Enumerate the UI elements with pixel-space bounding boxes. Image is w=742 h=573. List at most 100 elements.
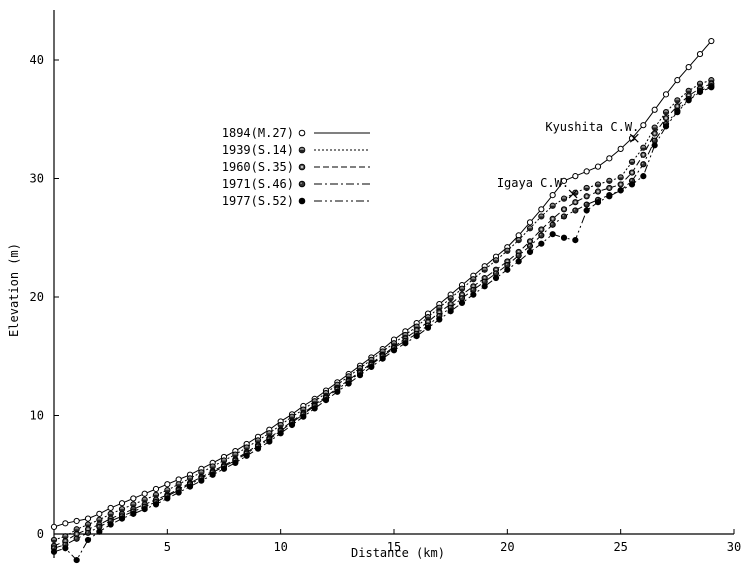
- series-5-point-58: [708, 84, 715, 91]
- series-1-point-53: [651, 106, 658, 113]
- series-1-point-8: [141, 490, 148, 497]
- series-5-point-30: [390, 347, 398, 354]
- series-5-point-6: [118, 515, 126, 522]
- series-layer: [50, 37, 715, 564]
- series-4-point-37: [470, 286, 477, 293]
- series-3-point-47: [583, 193, 590, 200]
- series-3-point-52: [640, 151, 647, 158]
- series-4-point-45: [560, 213, 568, 220]
- series-3-point-42: [526, 238, 534, 245]
- series-5-point-39: [492, 274, 500, 282]
- legend-item-3: 1960(S.35): [222, 160, 370, 174]
- series-1-point-2: [73, 517, 80, 525]
- series-5-point-16: [232, 459, 239, 466]
- series-5-point-27: [356, 372, 364, 379]
- series-5-point-20: [277, 430, 284, 437]
- series-5-point-48: [594, 199, 602, 206]
- series-5-point-38: [481, 283, 488, 290]
- series-5-point-12: [186, 483, 194, 490]
- series-5-point-45: [560, 234, 568, 241]
- legend-marker-4: [298, 180, 306, 188]
- annotation-1: Kyushita C.W.: [545, 120, 639, 143]
- series-5-point-46: [572, 237, 579, 244]
- series-1-point-50: [617, 145, 624, 152]
- series-1-point-44: [549, 191, 556, 199]
- series-5-point-37: [470, 291, 477, 298]
- y-tick-label-20: 20: [30, 290, 44, 304]
- series-2-point-3: [84, 521, 92, 528]
- y-tick-label-10: 10: [30, 409, 44, 423]
- series-5-point-52: [640, 173, 647, 180]
- series-5-point-33: [424, 324, 432, 331]
- series-4-point-36: [458, 295, 466, 302]
- legend-item-5: 1977(S.52): [222, 194, 370, 208]
- x-tick-label-20: 20: [500, 540, 514, 554]
- series-1-point-0: [50, 523, 58, 530]
- series-5-point-25: [334, 388, 341, 395]
- x-tick-label-15: 15: [387, 540, 401, 554]
- series-2-point-47: [583, 184, 590, 192]
- series-5-point-57: [696, 88, 704, 96]
- annotation-label-1: Kyushita C.W.: [545, 120, 639, 134]
- series-2-point-54: [662, 109, 670, 116]
- series-2-point-43: [538, 213, 545, 220]
- series-5-point-55: [674, 109, 681, 116]
- series-5-point-50: [617, 187, 624, 194]
- series-5-point-7: [130, 510, 137, 517]
- series-5-point-0: [50, 548, 58, 555]
- series-5-point-21: [288, 421, 296, 429]
- series-2-point-50: [617, 174, 624, 181]
- series-line-1: [53, 40, 712, 528]
- series-3-point-50: [617, 181, 624, 188]
- y-axis-title: Elevation (m): [7, 243, 21, 337]
- series-5-point-41: [515, 258, 522, 265]
- series-3-point-51: [628, 169, 636, 176]
- x-tick-label-10: 10: [273, 540, 287, 554]
- series-2-point-42: [526, 225, 534, 232]
- legend-marker-2: [298, 146, 306, 154]
- series-2-point-52: [640, 144, 647, 151]
- series-2-point-53: [651, 124, 658, 131]
- series-1-point-5: [107, 504, 114, 512]
- series-4-point-3: [84, 529, 92, 536]
- series-3-point-2: [73, 530, 80, 538]
- series-5-point-22: [300, 413, 307, 420]
- series-5-point-32: [413, 333, 420, 340]
- series-1-point-43: [538, 206, 545, 213]
- series-5-point-40: [504, 266, 511, 273]
- series-3-point-53: [651, 130, 658, 137]
- series-5-point-47: [583, 207, 590, 214]
- series-5-point-3: [84, 536, 92, 544]
- annotations: Kyushita C.W. Igaya C.W.: [497, 120, 639, 199]
- series-5-point-56: [685, 97, 692, 104]
- series-3-point-43: [538, 226, 545, 233]
- series-line-2: [53, 79, 712, 541]
- series-5-point-18: [254, 445, 262, 452]
- series-5-point-4: [96, 528, 103, 535]
- series-5-point-5: [107, 521, 114, 528]
- series-5-point-51: [628, 181, 636, 188]
- series-2: [50, 77, 715, 544]
- annotation-cross-b-1: [629, 133, 639, 143]
- series-5-point-35: [447, 308, 454, 315]
- series-4-point-4: [96, 523, 103, 530]
- y-tick-label-0: 0: [37, 527, 44, 541]
- series-5-point-23: [311, 405, 318, 412]
- series-1-point-58: [708, 37, 715, 45]
- series-2-point-48: [594, 181, 602, 188]
- series-1-point-3: [84, 515, 92, 522]
- annotation-label-2: Igaya C.W.: [497, 176, 569, 190]
- series-1-point-9: [152, 485, 160, 493]
- series-3: [50, 80, 715, 549]
- series-1-point-47: [583, 168, 590, 175]
- series-4-point-40: [504, 261, 511, 269]
- series-2-point-2: [73, 526, 80, 533]
- series-3-point-45: [560, 206, 568, 213]
- series-5-point-49: [606, 193, 613, 200]
- series-5-point-15: [220, 465, 228, 472]
- series-5-point-53: [651, 142, 658, 149]
- series-5-point-31: [402, 340, 409, 347]
- series-2-point-37: [470, 276, 477, 283]
- legend-item-4: 1971(S.46): [222, 177, 370, 191]
